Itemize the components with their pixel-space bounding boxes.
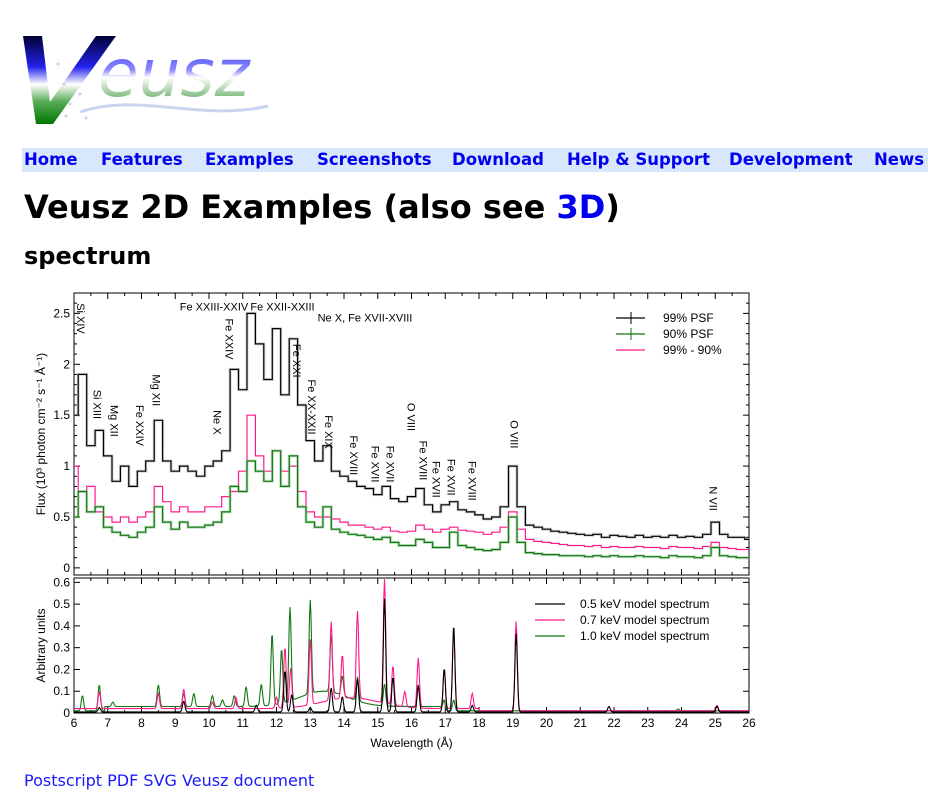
legend-label: 0.7 keV model spectrum [580, 613, 709, 627]
line-annotation: Si XIII [91, 390, 103, 419]
line-annotation: Mg XII [108, 405, 120, 437]
line-annotation: Fe XXII-XXIII [250, 301, 314, 313]
line-annotation: Fe XXIV [133, 405, 145, 447]
legend-label: 90% PSF [663, 327, 714, 341]
y-tick-label: 0.2 [53, 662, 70, 676]
y-tick-label: 2.5 [53, 306, 70, 320]
section-title: spectrum [24, 242, 152, 270]
model-line-0-5-kev-model-spectrum [74, 598, 749, 713]
line-annotation: Ne X [210, 410, 222, 435]
series-error-band [74, 449, 749, 560]
page-title-close: ) [605, 188, 620, 226]
x-tick-label: 14 [337, 716, 351, 730]
legend-label: 99% - 90% [663, 343, 722, 357]
top-y-axis-label: Flux (10³ photon cm⁻² s⁻¹ Å⁻¹) [33, 353, 48, 515]
x-tick-label: 24 [675, 716, 689, 730]
x-tick-label: 26 [742, 716, 756, 730]
model-line-0-7-kev-model-spectrum [74, 579, 749, 712]
y-tick-label: 0.1 [53, 684, 70, 698]
line-annotation: O VIII [405, 403, 417, 431]
x-tick-label: 8 [138, 716, 145, 730]
line-annotation: Ne X, Fe XVII-XVIII [318, 313, 413, 325]
line-annotation: Fe XXI [290, 344, 302, 378]
line-annotation: Fe XVIII [416, 441, 428, 481]
y-tick-label: 0.4 [53, 619, 70, 633]
x-tick-label: 23 [641, 716, 655, 730]
x-tick-label: 19 [506, 716, 520, 730]
line-annotation: Fe XIX [322, 415, 334, 449]
line-annotation: O VIII [507, 420, 519, 448]
link-veusz-document[interactable]: Veusz document [182, 771, 315, 790]
x-tick-label: 9 [172, 716, 179, 730]
series-line-90-psf [74, 450, 749, 559]
x-tick-label: 10 [202, 716, 216, 730]
line-annotation: Fe XXIV [222, 319, 234, 361]
link-3d[interactable]: 3D [556, 188, 606, 226]
x-tick-label: 16 [405, 716, 419, 730]
series-line-99-psf [74, 312, 749, 540]
line-annotation: Si XIV [74, 303, 86, 334]
x-tick-label: 6 [71, 716, 78, 730]
nav-features[interactable]: Features [101, 150, 183, 169]
x-tick-label: 18 [472, 716, 486, 730]
x-tick-label: 13 [304, 716, 318, 730]
x-tick-label: 15 [371, 716, 385, 730]
y-tick-label: 1 [63, 459, 70, 473]
line-annotation: Mg XII [150, 374, 162, 406]
line-annotation: Fe XVII [429, 461, 441, 498]
nav-home[interactable]: Home [24, 150, 78, 169]
x-tick-label: 21 [574, 716, 588, 730]
link-svg[interactable]: SVG [143, 771, 177, 790]
y-tick-label: 0.5 [53, 597, 70, 611]
y-tick-label: 0.6 [53, 575, 70, 589]
nav-download[interactable]: Download [452, 150, 544, 169]
nav-examples[interactable]: Examples [205, 150, 294, 169]
x-tick-label: 12 [270, 716, 284, 730]
page-title-text: Veusz 2D Examples (also see [24, 188, 557, 226]
nav-development[interactable]: Development [729, 150, 853, 169]
series-line-99-90- [74, 414, 749, 551]
x-tick-label: 17 [439, 716, 453, 730]
legend-label: 99% PSF [663, 311, 714, 325]
page-title: Veusz 2D Examples (also see 3D) [24, 188, 620, 226]
line-annotation: Fe XVIII [465, 461, 477, 501]
spectrum-chart: 6 7 8 9 10 11 12 13 14 15 16 17 18 19 20 21 22 23 24 25 2600… [33, 292, 756, 750]
line-annotation: Fe XXIII-XXIV [180, 301, 249, 313]
y-tick-label: 0.3 [53, 641, 70, 655]
x-tick-label: 22 [607, 716, 621, 730]
y-tick-label: 0.5 [53, 510, 70, 524]
svg-text:eusz: eusz [98, 35, 251, 112]
line-annotation: N VII [707, 486, 719, 510]
y-tick-label: 0 [63, 561, 70, 575]
top-panel-frame [73, 292, 750, 576]
link-postscript[interactable]: Postscript [24, 771, 103, 790]
y-tick-label: 1.5 [53, 408, 70, 422]
y-tick-label: 0 [63, 706, 70, 720]
x-tick-label: 20 [540, 716, 554, 730]
nav-bar: Home Features Examples Screenshots Downl… [22, 148, 928, 172]
legend-label: 1.0 keV model spectrum [580, 629, 709, 643]
line-annotation: Fe XX-XXII [305, 380, 317, 435]
line-annotation: Fe XVII [369, 446, 381, 483]
link-pdf[interactable]: PDF [107, 771, 139, 790]
x-tick-label: 7 [104, 716, 111, 730]
x-tick-label: 25 [709, 716, 723, 730]
nav-help-support[interactable]: Help & Support [567, 150, 710, 169]
line-annotation: Fe XVII [444, 459, 456, 496]
download-links: Postscript PDF SVG Veusz document [24, 771, 314, 790]
legend-label: 0.5 keV model spectrum [580, 597, 709, 611]
nav-news[interactable]: News [874, 150, 925, 169]
x-tick-label: 11 [237, 716, 250, 730]
line-annotation: Fe XVII [384, 446, 396, 483]
y-tick-label: 2 [63, 357, 70, 371]
x-axis-label: Wavelength (Å) [370, 735, 452, 750]
line-annotation: Fe XVIII [347, 436, 359, 476]
nav-screenshots[interactable]: Screenshots [317, 150, 432, 169]
bottom-y-axis-label: Arbitrary units [34, 608, 48, 682]
veusz-logo[interactable]: eusz [20, 34, 280, 134]
